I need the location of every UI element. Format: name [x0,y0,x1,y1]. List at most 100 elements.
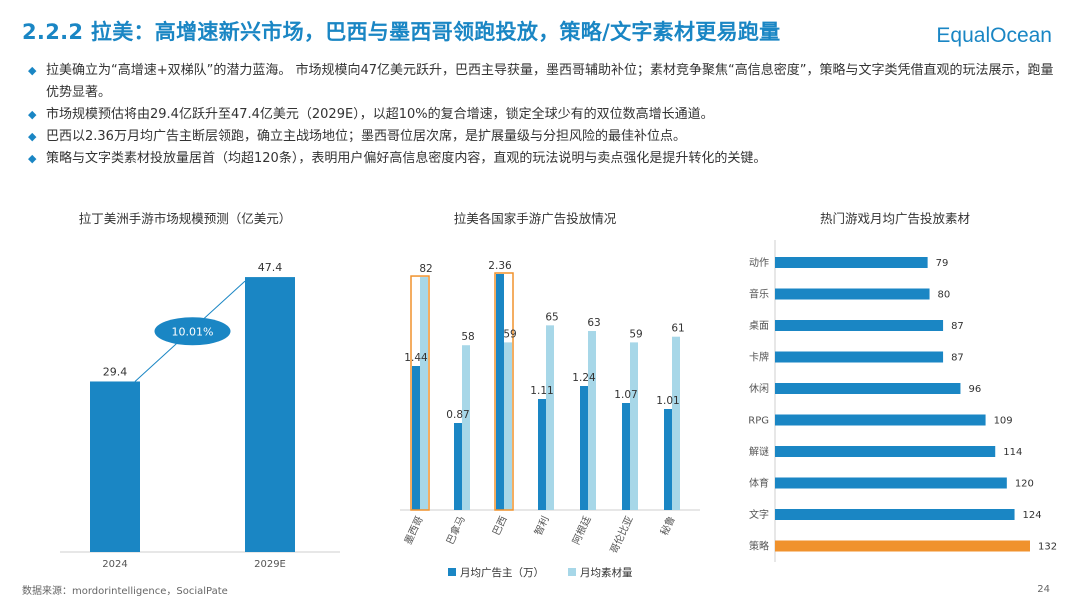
creatives-value-label: 59 [629,328,642,340]
bar-value-label: 96 [968,384,981,395]
legend-label-creatives: 月均素材量 [580,566,633,579]
advertisers-value-label: 1.24 [572,372,596,384]
bar-advertisers-阿根廷 [580,386,588,510]
bar-value-label: 87 [951,321,964,332]
diamond-bullet-icon: ◆ [28,64,37,77]
advertisers-value-label: 1.07 [614,389,637,401]
advertisers-value-label: 1.01 [656,395,679,407]
diamond-bullet-icon: ◆ [28,152,37,165]
bar-休闲 [775,383,961,394]
bar-RPG [775,414,986,426]
creatives-value-label: 82 [419,263,432,275]
highlight-frame-墨西哥 [410,275,430,511]
legend-label-advertisers: 月均广告主（万） [460,566,544,579]
advertisers-value-label: 2.36 [488,260,512,272]
highlight-frame-巴西 [494,272,514,511]
y-tick-label: 音乐 [749,288,769,301]
bar-value-label: 79 [936,258,949,269]
y-tick-label: 策略 [749,540,769,553]
bar-value-label: 29.4 [103,365,128,378]
diamond-bullet-icon: ◆ [28,108,37,121]
bar-音乐 [775,288,930,300]
bar-creatives-巴西 [504,342,512,510]
page-title: 2.2.2 拉美：高增速新兴市场，巴西与墨西哥领跑投放，策略/文字素材更易跑量 [22,20,781,44]
bar-creatives-墨西哥 [420,277,428,510]
y-tick-label: 桌面 [749,319,769,332]
bar-advertisers-墨西哥 [412,366,420,510]
bar-体育 [775,477,1007,489]
chart3-title: 热门游戏月均广告投放素材 [819,211,970,226]
chart2-title: 拉美各国家手游广告投放情况 [453,211,617,226]
genre-creative-chart: 动作 79 音乐 80 桌面 87 卡牌 87 休闲 96 RPG 109 解谜 114 体育 120 文字 12… [748,240,1057,562]
bar-卡牌 [775,351,944,363]
bar-策略 [775,540,1030,552]
growth-rate-badge [154,317,231,346]
bar-creatives-智利 [546,325,554,510]
x-tick-label: 智利 [531,514,551,538]
bar-value-label: 132 [1038,542,1057,553]
bullet-text: 市场规模预估将由29.4亿跃升至47.4亿美元（2029E），以超10%的复合增… [46,107,714,122]
bar-2029E [245,277,295,552]
advertisers-value-label: 1.44 [404,352,428,364]
y-tick-label: 体育 [749,477,769,490]
bar-creatives-阿根廷 [588,331,596,510]
bullet-item: ◆ 巴西以2.36万月均广告主断层领跑，确立主战场地位；墨西哥位居次席，是扩展量级… [28,126,1058,148]
x-tick-label: 哥伦比亚 [607,514,636,556]
legend-swatch-creatives [568,568,576,576]
bar-动作 [775,257,928,268]
creatives-value-label: 61 [671,323,684,335]
bar-value-label: 87 [951,353,964,364]
x-tick-label: 阿根廷 [569,514,593,547]
bar-解谜 [775,446,996,457]
bar-creatives-巴拿马 [462,345,470,510]
growth-rate-label: 10.01% [172,325,214,338]
page-number: 24 [1037,584,1050,595]
data-source: 数据来源：mordorintelligence，SocialPate [22,586,228,597]
x-tick-label: 2024 [102,559,127,570]
bar-creatives-哥伦比亚 [630,342,638,510]
bar-桌面 [775,320,944,331]
creatives-value-label: 59 [503,328,516,340]
x-tick-label: 2029E [254,559,286,570]
x-tick-label: 巴拿马 [443,514,467,547]
bar-文字 [775,509,1015,520]
bar-advertisers-秘鲁 [664,409,672,510]
bar-advertisers-巴西 [496,274,504,510]
bar-value-label: 47.4 [258,261,283,274]
bullet-item: ◆ 策略与文字类素材投放量居首（均超120条），表明用户偏好高信息密度内容，直观的… [28,148,1058,170]
bar-advertisers-哥伦比亚 [622,403,630,510]
y-tick-label: 动作 [749,257,769,269]
bar-advertisers-智利 [538,399,546,510]
x-tick-label: 秘鲁 [657,514,677,538]
bullet-list: ◆ 拉美确立为“高增速+双梯队”的潜力蓝海。 市场规模向47亿美元跃升，巴西主导获… [28,60,1058,170]
x-tick-label: 巴西 [490,514,509,537]
legend-swatch-advertisers [448,568,456,576]
bar-value-label: 109 [994,416,1013,427]
bar-value-label: 80 [938,290,951,301]
y-tick-label: 休闲 [749,382,769,395]
y-tick-label: 卡牌 [749,351,769,364]
creatives-value-label: 65 [545,311,558,323]
bar-advertisers-巴拿马 [454,423,462,510]
bar-value-label: 120 [1015,479,1034,490]
bar-creatives-秘鲁 [672,336,680,510]
bar-value-label: 124 [1023,510,1042,521]
market-size-chart: 29.4 2024 47.4 2029E 10.01% [60,261,340,570]
y-tick-label: 文字 [749,508,769,521]
country-ad-chart: 1.44 82 墨西哥 0.87 58 巴拿马 2.36 59 巴西 1.11 65 智利 1.24 63… [400,260,700,579]
bullet-text: 巴西以2.36万月均广告主断层领跑，确立主战场地位；墨西哥位居次席，是扩展量级与… [46,129,686,144]
creatives-value-label: 58 [461,331,474,343]
advertisers-value-label: 1.11 [530,385,553,397]
y-tick-label: RPG [748,416,769,427]
bar-value-label: 114 [1003,447,1022,458]
chart1-title: 拉丁美洲手游市场规模预测（亿美元） [78,211,292,226]
x-tick-label: 墨西哥 [402,514,426,546]
bullet-text: 拉美确立为“高增速+双梯队”的潜力蓝海。 市场规模向47亿美元跃升，巴西主导获量… [46,63,1054,100]
bullet-item: ◆ 拉美确立为“高增速+双梯队”的潜力蓝海。 市场规模向47亿美元跃升，巴西主导获… [28,60,1058,104]
brand-logo: EqualOcean [936,24,1052,47]
advertisers-value-label: 0.87 [446,409,469,421]
y-tick-label: 解谜 [749,445,769,458]
bullet-item: ◆ 市场规模预估将由29.4亿跃升至47.4亿美元（2029E），以超10%的复合… [28,104,1058,126]
bar-2024 [90,381,140,552]
diamond-bullet-icon: ◆ [28,130,37,143]
